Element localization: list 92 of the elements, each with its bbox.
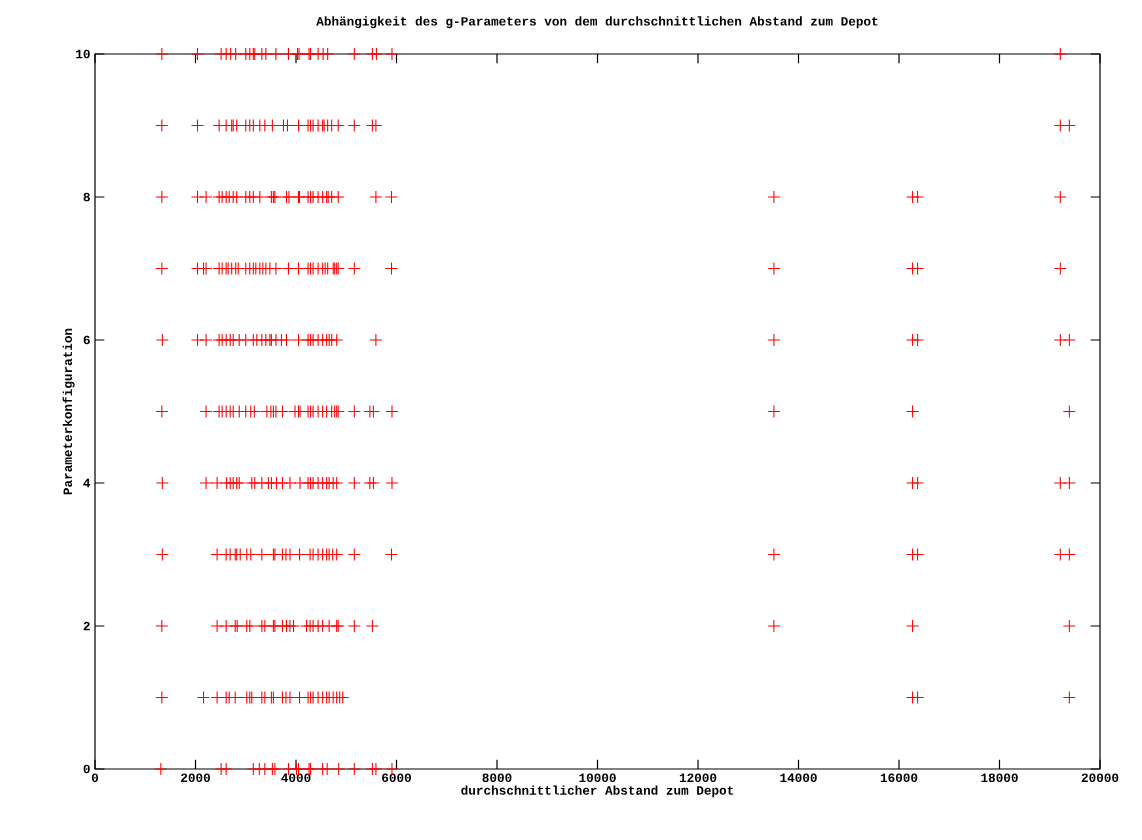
point [197, 690, 211, 705]
point [190, 47, 205, 61]
y-axis-title: Parameterkonfiguration [62, 328, 75, 495]
point [347, 619, 361, 633]
point [210, 476, 224, 490]
point [199, 190, 213, 204]
point [767, 404, 781, 419]
point [767, 619, 781, 633]
point [767, 190, 781, 204]
point [911, 476, 925, 490]
point [253, 190, 267, 204]
point [259, 47, 273, 61]
point [1062, 690, 1076, 705]
x-tick-label: 8000 [482, 773, 512, 783]
point [911, 190, 925, 204]
point [906, 619, 920, 633]
point [229, 47, 243, 61]
point [155, 261, 169, 276]
point [155, 47, 169, 61]
point [279, 333, 293, 347]
x-tick-label: 14000 [780, 773, 817, 783]
point [155, 190, 169, 204]
x-tick-label: 20000 [1081, 773, 1119, 783]
point [155, 690, 169, 705]
point [154, 762, 168, 776]
point [286, 619, 301, 633]
point [384, 261, 399, 276]
point [347, 47, 361, 61]
x-tick-label: 2000 [181, 773, 210, 783]
point [767, 261, 781, 276]
point [1062, 476, 1076, 490]
point [155, 118, 169, 133]
y-tick-label: 10 [76, 49, 90, 59]
point [1062, 404, 1076, 419]
point [347, 261, 361, 276]
point [331, 190, 345, 204]
x-tick-label: 10000 [579, 773, 616, 783]
point [1062, 333, 1076, 347]
chart-title: Abhängigkeit des g-Parameters von dem durchschnittlichen Abstand zum Depot [316, 16, 878, 29]
point [369, 333, 383, 347]
point [1053, 190, 1067, 204]
point [269, 47, 283, 61]
point [199, 404, 213, 419]
x-axis-title: durchschnittlicher Abstand zum Depot [461, 785, 734, 798]
point [1053, 47, 1067, 61]
point [384, 547, 399, 562]
point [767, 333, 781, 347]
x-tick-label: 16000 [880, 773, 918, 783]
point [219, 762, 233, 776]
point [155, 547, 169, 562]
x-tick-label: 12000 [679, 773, 717, 783]
point [199, 333, 213, 347]
x-tick-label: 18000 [981, 773, 1018, 783]
point [385, 476, 399, 490]
y-tick-label: 4 [83, 478, 91, 488]
point [347, 762, 361, 776]
point [369, 762, 383, 776]
point [155, 476, 169, 490]
point [255, 547, 269, 562]
point [347, 547, 361, 562]
point [190, 118, 205, 133]
x-tick-label: 6000 [382, 773, 411, 783]
point [369, 47, 383, 61]
point [385, 47, 399, 61]
point [1053, 261, 1067, 276]
point [385, 404, 399, 419]
point [199, 476, 213, 490]
point [330, 476, 344, 490]
point [330, 333, 344, 347]
point [321, 47, 335, 61]
x-tick-label: 0 [91, 773, 99, 783]
point [384, 190, 399, 204]
point [347, 118, 361, 133]
point [911, 333, 925, 347]
x-tick-label: 4000 [281, 773, 311, 783]
y-tick-label: 8 [83, 192, 90, 202]
point [906, 404, 920, 419]
point [347, 476, 361, 490]
point [320, 762, 334, 776]
y-tick-label: 6 [83, 335, 90, 345]
point [767, 547, 781, 562]
point [332, 762, 346, 776]
point [369, 190, 383, 204]
point [365, 619, 379, 633]
point [155, 333, 169, 347]
y-tick-label: 0 [83, 764, 90, 774]
point [155, 404, 169, 419]
point [347, 404, 361, 419]
point [155, 619, 169, 633]
y-tick-label: 2 [83, 621, 90, 631]
point [1062, 619, 1076, 633]
point [283, 476, 297, 490]
